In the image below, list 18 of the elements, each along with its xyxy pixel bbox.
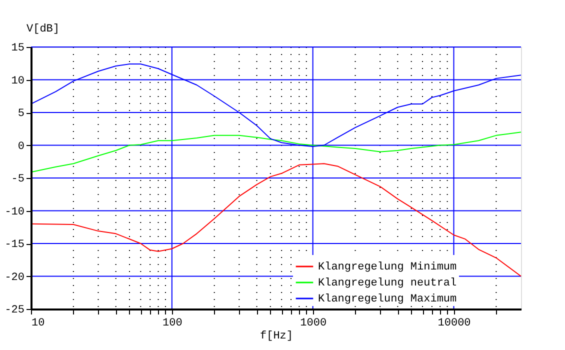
y-tick-label: 10 (11, 75, 24, 88)
y-tick-label: 0 (18, 140, 24, 153)
y-tick-label: -15 (4, 239, 24, 251)
legend-label: Klangregelung neutral (318, 278, 457, 290)
legend-label: Klangregelung Maximum (318, 294, 458, 306)
x-tick-label: 10000 (438, 318, 471, 330)
y-axis-title: V[dB] (26, 24, 60, 36)
legend-label: Klangregelung Minimum (318, 262, 458, 274)
x-tick-label: 1000 (300, 318, 327, 330)
y-tick-label: -10 (4, 206, 24, 218)
x-tick-label: 10 (32, 318, 45, 330)
x-axis-title: f[Hz] (260, 330, 294, 342)
y-tick-label: -20 (4, 272, 24, 284)
y-tick-label: -25 (4, 304, 24, 316)
x-tick-label: 100 (162, 318, 182, 330)
y-tick-label: 5 (18, 108, 24, 120)
y-tick-label: 15 (11, 42, 24, 54)
y-tick-label: -5 (11, 174, 24, 186)
